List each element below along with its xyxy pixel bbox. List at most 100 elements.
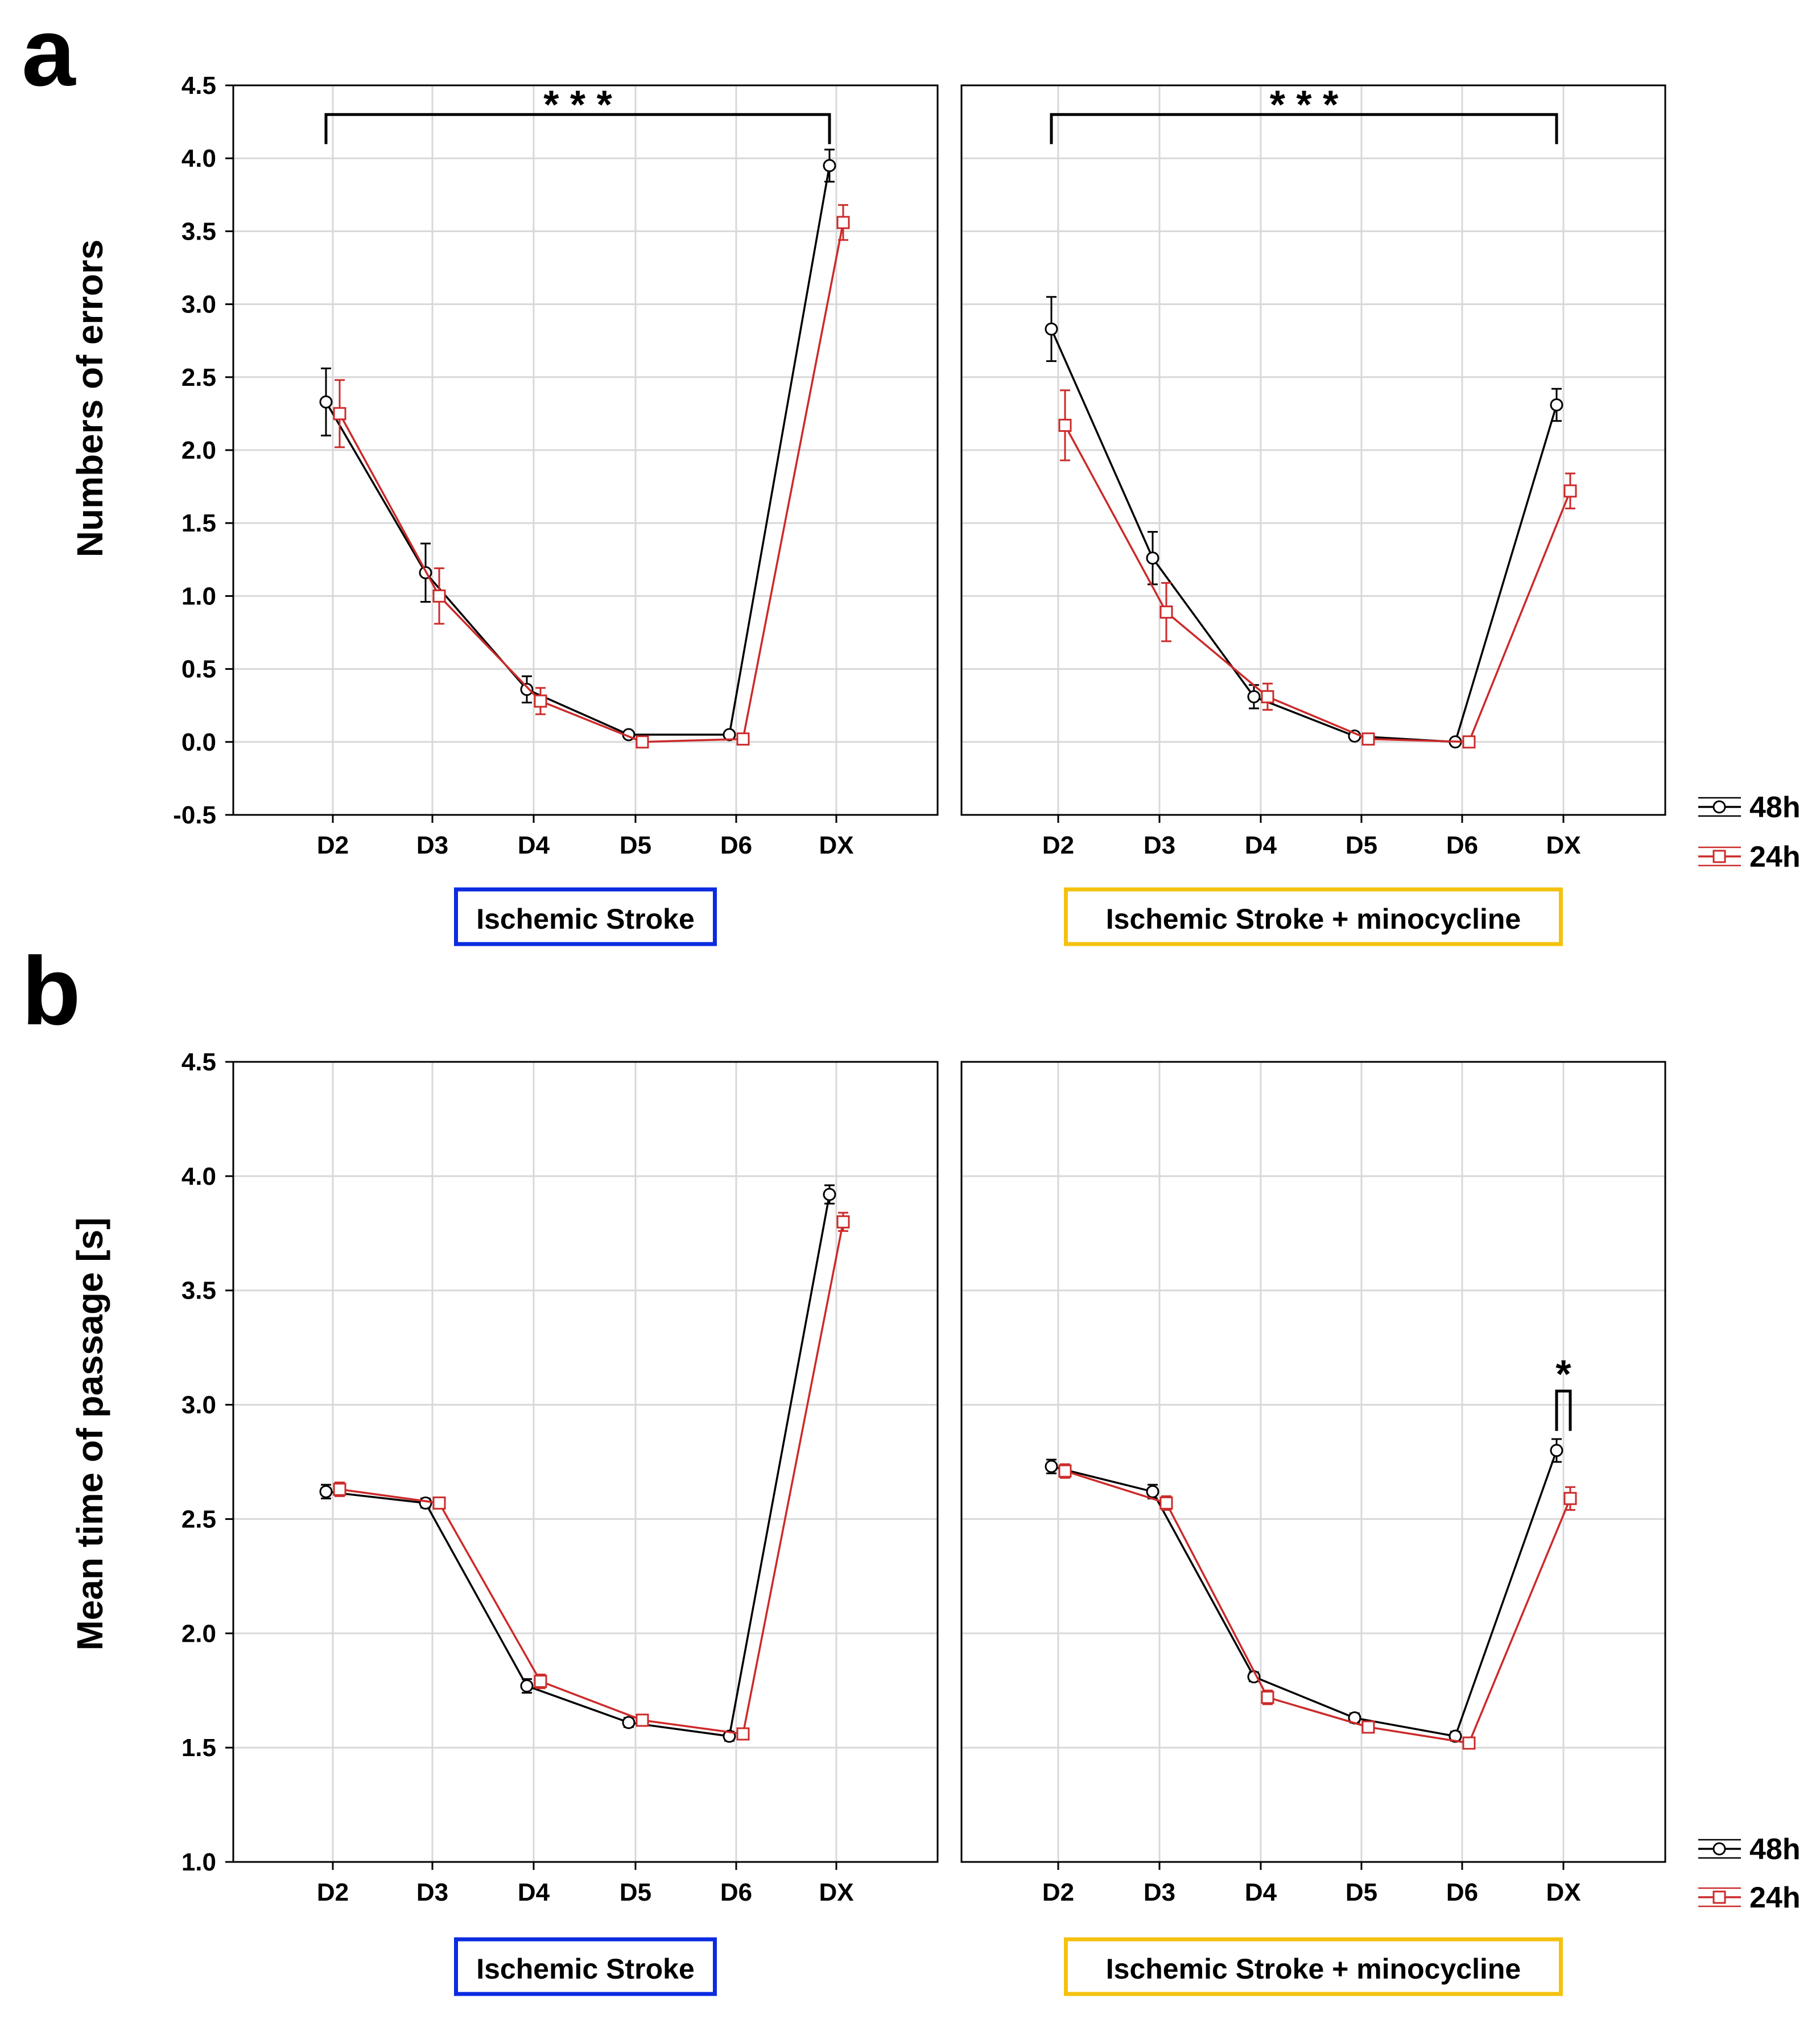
data-point: [520, 682, 534, 696]
panel-letter: a: [22, 0, 76, 106]
x-tick-label: D4: [1245, 1878, 1277, 1906]
x-tick-label: D3: [1144, 831, 1175, 859]
panel-a: a Numbers of errors -0.5 0.0 0.5 1.0 1.5 2.0 2.5…: [22, 0, 1801, 946]
data-point: [836, 1215, 850, 1229]
data-point: [823, 159, 836, 172]
data-point: [333, 407, 346, 421]
y-tick-label: 2.5: [181, 364, 216, 392]
legend-entry-48h: 48h: [1698, 1833, 1801, 1866]
data-point: [736, 1727, 750, 1741]
series-24h: [1058, 389, 1577, 749]
data-point: [1261, 690, 1274, 703]
x-tick-label: D3: [416, 831, 448, 859]
x-tick-label: D6: [1446, 1878, 1478, 1906]
y-tick-label: 3.5: [181, 217, 216, 245]
group-label-box: [1064, 887, 1563, 946]
data-point: [319, 395, 333, 409]
x-tick-label: D6: [720, 831, 752, 859]
series-24h: [333, 1212, 850, 1741]
y-tick-label: 2.0: [181, 436, 216, 464]
x-tick-label: D2: [1042, 831, 1074, 859]
data-point: [1361, 732, 1375, 746]
data-point: [319, 1485, 333, 1498]
data-point: [1563, 484, 1577, 498]
data-point: [1058, 418, 1072, 432]
significance-label: * * *: [543, 82, 612, 126]
series-line: [325, 165, 831, 736]
series-line: [1051, 1450, 1558, 1738]
y-tick-label: 1.5: [181, 509, 216, 537]
legend-entry-24h: 24h: [1698, 1881, 1801, 1914]
legend-marker: [1712, 850, 1726, 863]
series-48h: [1045, 1438, 1563, 1743]
plot-frame: [960, 1061, 1666, 1863]
x-tick-label: D2: [1042, 1878, 1074, 1906]
data-point: [1159, 605, 1173, 619]
series-24h: [1058, 1463, 1577, 1750]
x-tick-label: D5: [620, 1878, 651, 1906]
series-line: [325, 1194, 831, 1738]
panel-letter: b: [22, 937, 81, 1045]
x-tick-label: D3: [1144, 1878, 1175, 1906]
group-label: Ischemic Stroke + minocycline: [1106, 903, 1521, 935]
data-point: [1550, 398, 1563, 412]
series-48h: [319, 149, 836, 741]
y-tick-label: 0.5: [181, 656, 216, 683]
y-tick-label: 3.5: [181, 1277, 216, 1305]
y-tick-label: 4.5: [181, 72, 216, 100]
data-point: [635, 1713, 649, 1727]
group-label: Ischemic Stroke + minocycline: [1106, 1953, 1521, 1985]
legend-label: 48h: [1749, 1833, 1801, 1866]
y-tick-label: 1.0: [181, 1848, 216, 1876]
y-tick-label: 4.0: [181, 145, 216, 172]
plot-frame: [960, 84, 1666, 816]
data-point: [823, 1188, 836, 1201]
data-point: [534, 694, 547, 708]
x-tick-label: DX: [819, 1878, 853, 1906]
data-point: [1462, 735, 1476, 749]
data-point: [534, 1675, 547, 1688]
significance-label: * * *: [1270, 82, 1339, 126]
data-point: [432, 589, 446, 603]
panel-b: b Mean time of passage [s] 1.0 1.5 2.0 2.5 3.0…: [22, 937, 1801, 1996]
group-label-box: [454, 887, 717, 946]
x-tick-label: D4: [518, 831, 550, 859]
data-point: [736, 732, 750, 746]
x-tick-label: D5: [620, 831, 651, 859]
data-point: [333, 1482, 346, 1496]
legend-marker: [1712, 1890, 1726, 1904]
data-point: [1462, 1736, 1476, 1750]
y-axis-title: Numbers of errors: [69, 240, 110, 557]
data-point: [1261, 1691, 1274, 1704]
data-point: [1045, 1460, 1058, 1473]
data-point: [1361, 1720, 1375, 1734]
legend-entry-24h: 24h: [1698, 840, 1801, 873]
legend-label: 24h: [1749, 840, 1801, 873]
y-tick-label: 3.0: [181, 291, 216, 319]
chart-ischemic-stroke: -0.5 0.0 0.5 1.0 1.5 2.0 2.5 3.0 3.5 4.0 4.5 D2 D3 D4…: [173, 72, 939, 946]
series-line: [1064, 425, 1571, 743]
x-tick-label: DX: [1546, 831, 1580, 859]
x-tick-label: D2: [317, 1878, 349, 1906]
data-point: [1045, 322, 1058, 336]
data-point: [622, 1716, 635, 1729]
series-line: [339, 222, 844, 743]
data-point: [1146, 1485, 1159, 1498]
legend-entry-48h: 48h: [1698, 791, 1801, 824]
series-line: [1050, 328, 1558, 743]
x-tick-label: D3: [416, 1878, 448, 1906]
x-tick-label: D5: [1346, 831, 1377, 859]
series-24h: [333, 204, 850, 749]
y-axis-title: Mean time of passage [s]: [69, 1217, 110, 1650]
x-tick-label: D5: [1346, 1878, 1377, 1906]
x-tick-label: D4: [1245, 831, 1277, 859]
chart-ischemic-stroke: 1.0 1.5 2.0 2.5 3.0 3.5 4.0 4.5 D2 D3 D4 D5 D6 DX Isch…: [181, 1048, 939, 1996]
significance-bracket: [324, 113, 831, 145]
plot-frame: [232, 1061, 939, 1863]
series-line: [339, 1221, 844, 1735]
data-point: [1247, 690, 1261, 703]
legend-label: 24h: [1749, 1881, 1801, 1914]
group-label: Ischemic Stroke: [476, 1953, 695, 1985]
